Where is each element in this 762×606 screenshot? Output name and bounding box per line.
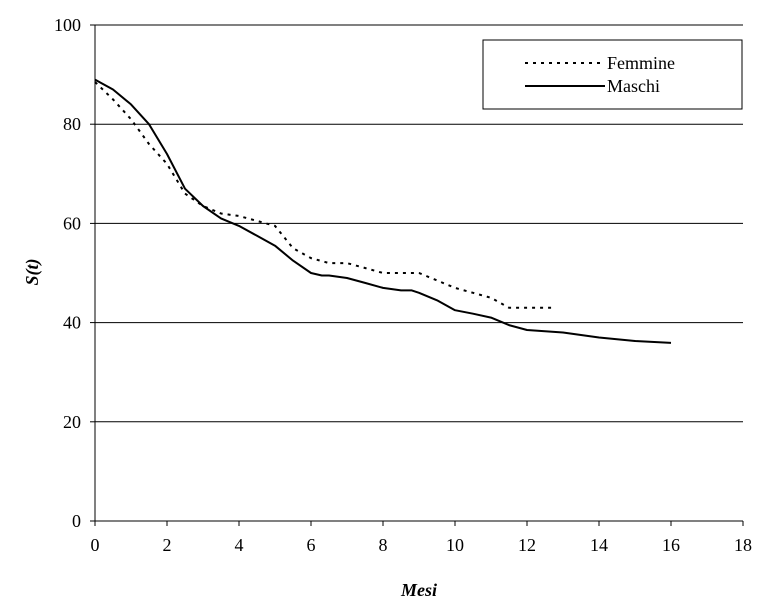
y-tick-label: 60: [63, 213, 81, 233]
x-tick-label: 10: [446, 535, 464, 555]
legend-label-maschi: Maschi: [607, 76, 660, 96]
x-tick-label: 14: [590, 535, 608, 555]
x-axis-title: Mesi: [400, 580, 437, 600]
legend-box: [482, 39, 743, 110]
series-lines: [94, 78, 672, 344]
gridlines: [95, 24, 743, 423]
series-line-maschi: [94, 78, 672, 344]
y-tick-label: 0: [72, 511, 81, 531]
x-tick-label: 2: [163, 535, 172, 555]
x-tick-label: 4: [235, 535, 244, 555]
x-tick-label: 8: [379, 535, 388, 555]
x-tick-label: 18: [734, 535, 752, 555]
y-axis-title: S(t): [22, 259, 43, 286]
x-tick-label: 12: [518, 535, 536, 555]
tick-labels: 0 20 40 60 80 100 0 2 4 6 8 10 12 14 16 18: [54, 15, 752, 555]
y-tick-label: 20: [63, 412, 81, 432]
legend: Femmine Maschi: [482, 39, 743, 110]
y-tick-label: 80: [63, 114, 81, 134]
y-tick-label: 40: [63, 313, 81, 333]
x-tick-label: 16: [662, 535, 680, 555]
x-tick-label: 6: [307, 535, 316, 555]
legend-label-femmine: Femmine: [607, 53, 675, 73]
axes: [90, 24, 744, 526]
x-tick-label: 0: [91, 535, 100, 555]
series-line-femmine: [94, 81, 556, 309]
y-tick-label: 100: [54, 15, 81, 35]
